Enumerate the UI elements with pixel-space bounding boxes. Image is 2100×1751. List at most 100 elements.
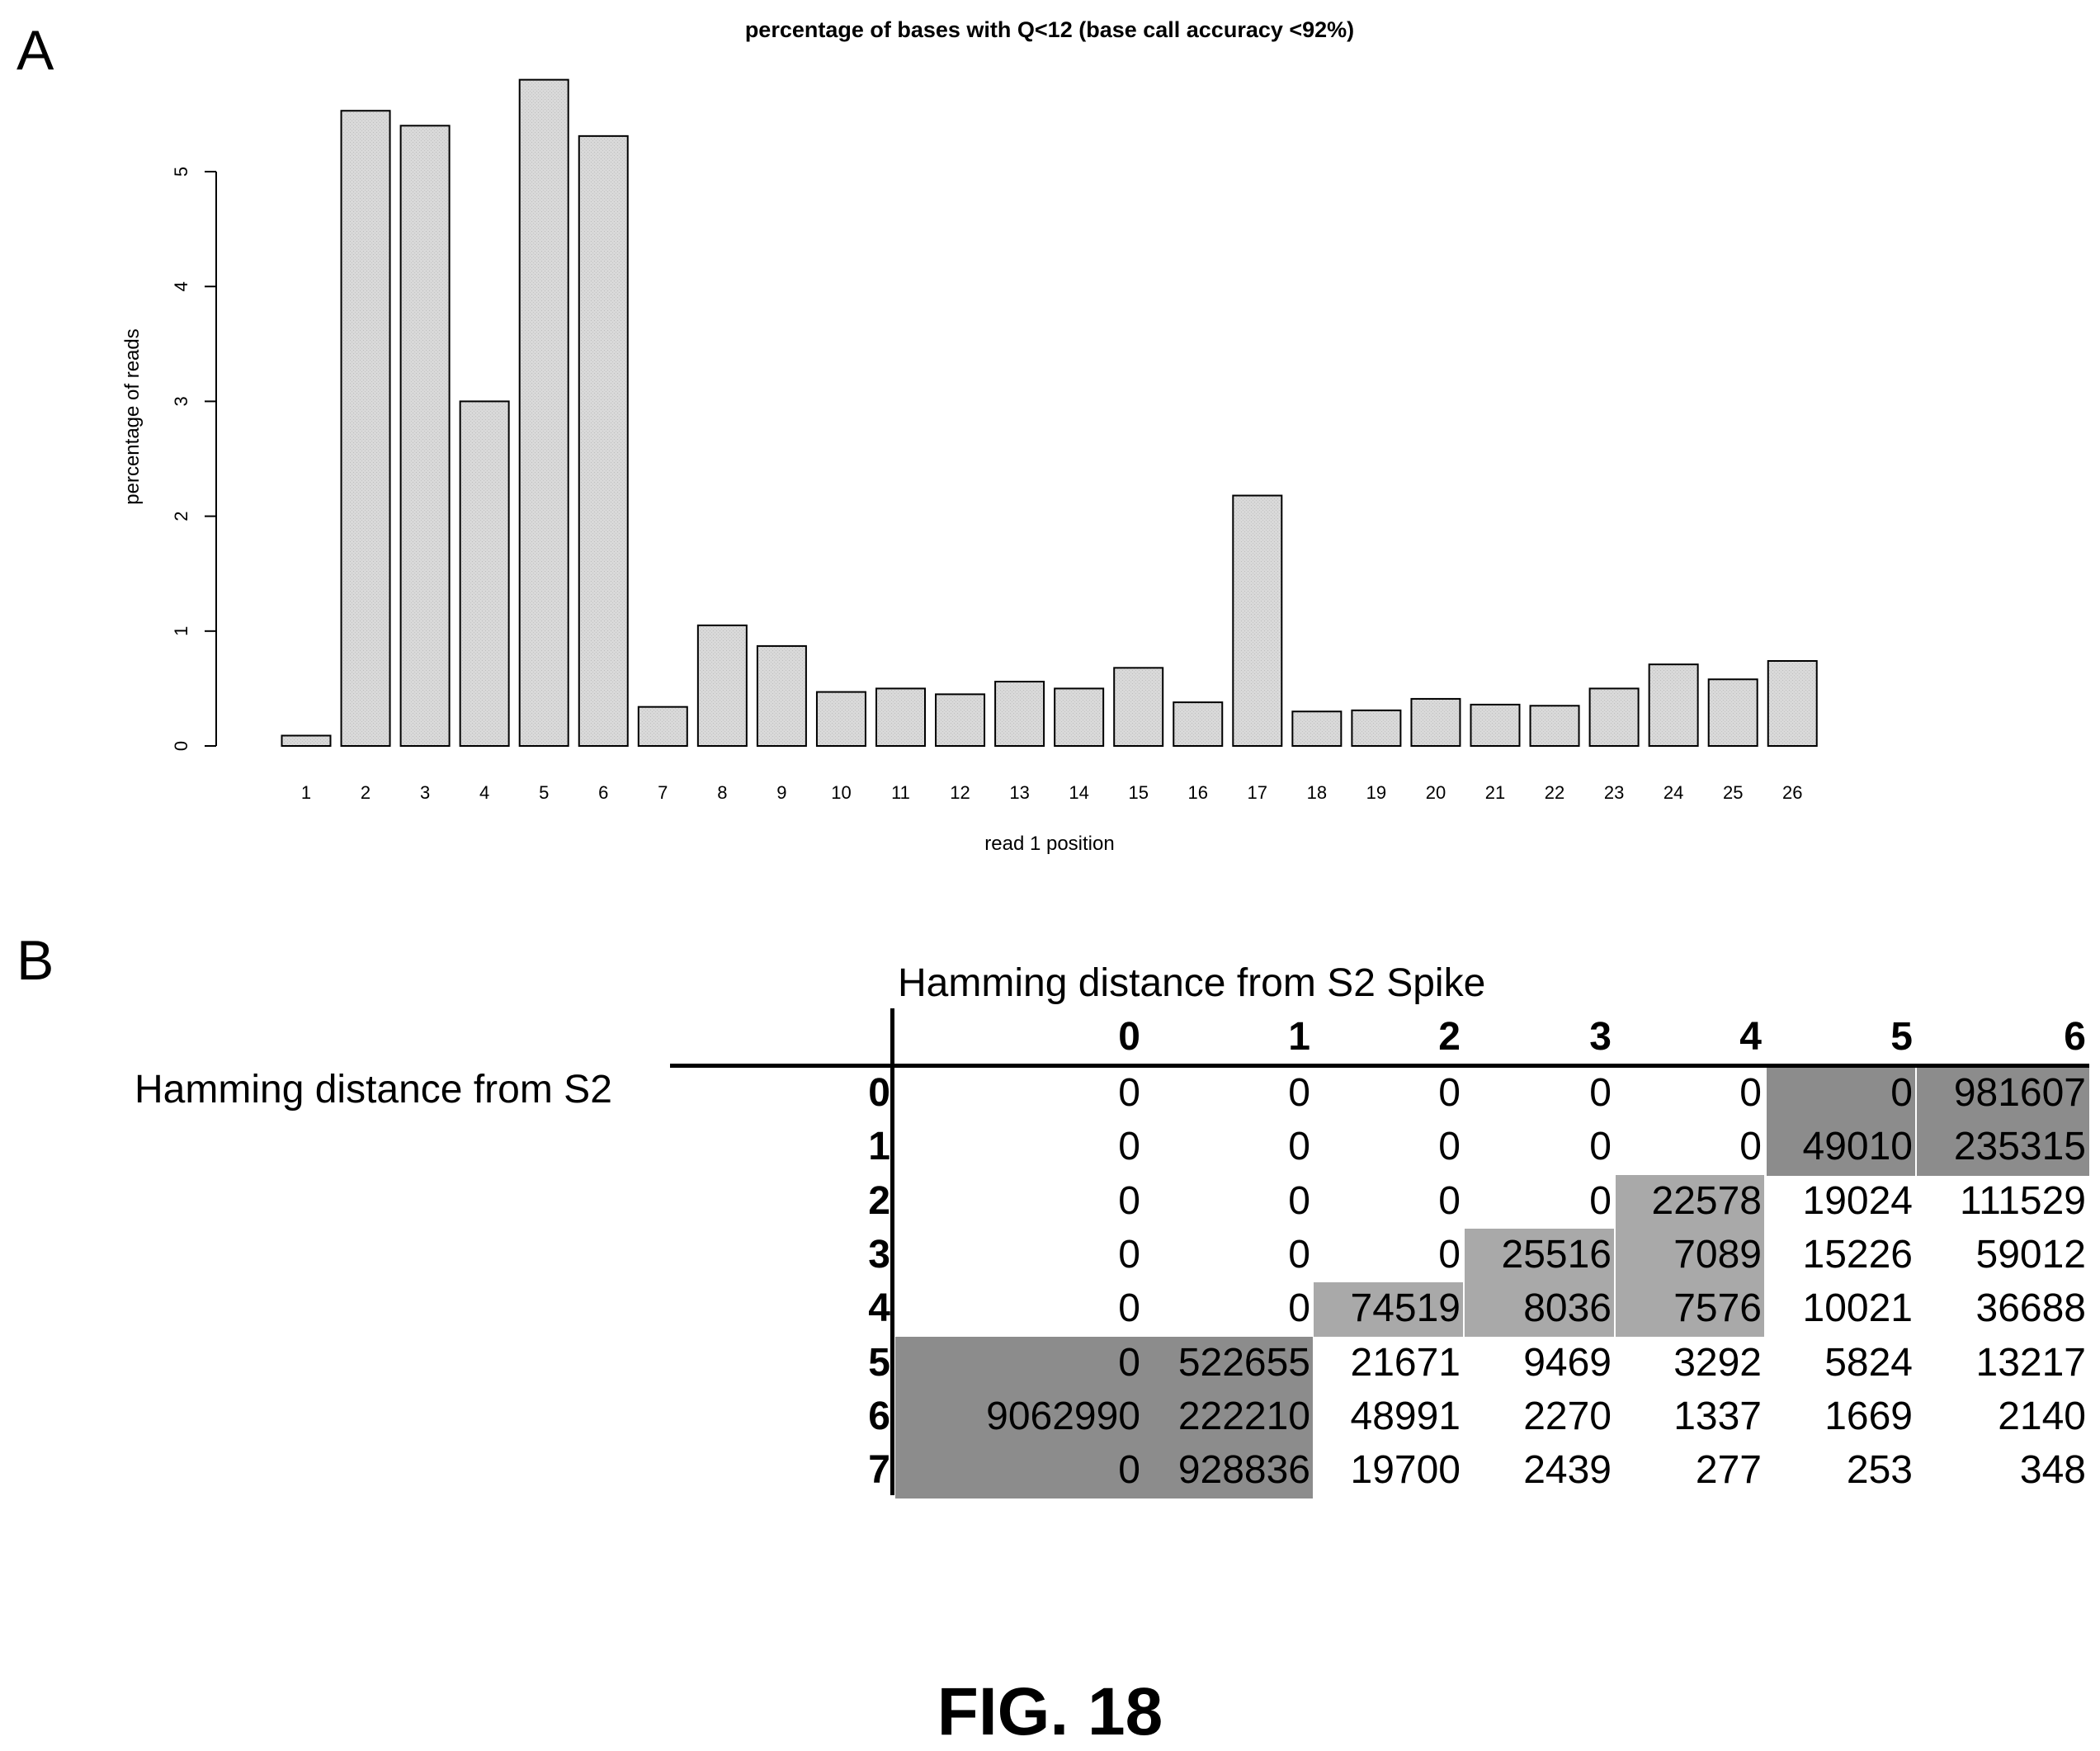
x-tick-label: 12 bbox=[950, 782, 970, 803]
table-cell: 0 bbox=[1118, 1340, 1140, 1385]
table-cell: 0 bbox=[1118, 1232, 1140, 1277]
bar-position-16 bbox=[1173, 701, 1224, 748]
shaded-cell bbox=[1616, 1228, 1764, 1284]
shaded-cell bbox=[895, 1336, 1143, 1391]
table-cell: 0 bbox=[1438, 1178, 1461, 1223]
x-tick-label: 25 bbox=[1723, 782, 1743, 803]
bar-position-26 bbox=[1767, 659, 1818, 748]
column-header: 5 bbox=[1890, 1015, 1913, 1059]
table-cell: 7089 bbox=[1673, 1232, 1762, 1277]
x-tick-label: 20 bbox=[1426, 782, 1446, 803]
table-cell: 0 bbox=[1589, 1071, 1612, 1115]
y-tick-label: 1 bbox=[171, 626, 191, 636]
table-cell: 59012 bbox=[1975, 1232, 2086, 1277]
bar-position-25 bbox=[1707, 678, 1758, 747]
bar-position-4 bbox=[459, 400, 510, 747]
table-cell: 1337 bbox=[1673, 1394, 1762, 1438]
shaded-cell bbox=[1314, 1282, 1463, 1338]
x-tick-label: 7 bbox=[658, 782, 668, 803]
table-cell: 928836 bbox=[1177, 1448, 1310, 1493]
row-header: 7 bbox=[868, 1448, 890, 1493]
x-tick-label: 26 bbox=[1782, 782, 1802, 803]
panel-a-label: A bbox=[17, 19, 54, 82]
bar-position-18 bbox=[1291, 710, 1343, 747]
table-cell: 0 bbox=[1288, 1232, 1310, 1277]
x-tick-label: 22 bbox=[1545, 782, 1564, 803]
table-cell: 10021 bbox=[1802, 1286, 1913, 1331]
x-tick-label: 8 bbox=[717, 782, 727, 803]
x-tick-label: 14 bbox=[1069, 782, 1088, 803]
shaded-cell bbox=[1143, 1336, 1313, 1391]
table-cell: 13217 bbox=[1975, 1340, 2086, 1385]
bar-position-8 bbox=[696, 624, 748, 748]
column-header: 2 bbox=[1438, 1015, 1461, 1059]
table-cell: 15226 bbox=[1802, 1232, 1913, 1277]
x-tick-label: 15 bbox=[1128, 782, 1148, 803]
y-axis-title: percentage of reads bbox=[121, 328, 144, 504]
bar-position-11 bbox=[875, 687, 926, 748]
table-cell: 49010 bbox=[1802, 1125, 1913, 1169]
x-tick-labels: 1 2 3 4 5 6 7 8 9 10 11 12 13 14 15 16 17 18 19 20 21 22 23 24 2… bbox=[301, 782, 1803, 803]
table-cell: 0 bbox=[1118, 1125, 1140, 1169]
bar-position-6 bbox=[578, 135, 629, 747]
chart-title: percentage of bases with Q<12 (base call… bbox=[745, 17, 1354, 42]
bar-position-20 bbox=[1410, 697, 1461, 747]
table-cell: 277 bbox=[1695, 1448, 1762, 1493]
row-header: 2 bbox=[868, 1178, 890, 1223]
table-cell: 25516 bbox=[1501, 1232, 1612, 1277]
x-tick-label: 6 bbox=[598, 782, 608, 803]
hamming-distance-table: Hamming distance from S2 Spike Hamming d… bbox=[134, 964, 2089, 1499]
row-header: 4 bbox=[868, 1286, 890, 1331]
row-header: 0 bbox=[868, 1071, 890, 1115]
bar-position-15 bbox=[1113, 667, 1164, 747]
x-tick-label: 3 bbox=[420, 782, 430, 803]
table-cell: 9469 bbox=[1523, 1340, 1612, 1385]
x-tick-label: 19 bbox=[1366, 782, 1386, 803]
y-tick-label: 0 bbox=[171, 741, 191, 751]
bar-chart: percentage of bases with Q<12 (base call… bbox=[121, 17, 1818, 855]
shaded-cell bbox=[1465, 1228, 1614, 1284]
bar-position-3 bbox=[399, 125, 451, 747]
table-cell: 3292 bbox=[1673, 1340, 1762, 1385]
column-header: 1 bbox=[1288, 1015, 1310, 1059]
row-header: 6 bbox=[868, 1394, 890, 1438]
table-cell: 0 bbox=[1589, 1125, 1612, 1169]
x-tick-label: 5 bbox=[539, 782, 549, 803]
table-cell: 36688 bbox=[1975, 1286, 2086, 1331]
bar-position-7 bbox=[637, 706, 688, 747]
row-header: 3 bbox=[868, 1232, 890, 1277]
x-tick-label: 9 bbox=[776, 782, 786, 803]
table-cell: 0 bbox=[1118, 1286, 1140, 1331]
table-cell: 1669 bbox=[1824, 1394, 1913, 1438]
bar-position-10 bbox=[815, 691, 866, 747]
table-cell: 2439 bbox=[1523, 1448, 1612, 1493]
bar-position-5 bbox=[518, 78, 569, 747]
bar-position-14 bbox=[1054, 687, 1105, 748]
figure-label: FIG. 18 bbox=[937, 1674, 1163, 1749]
shaded-cell bbox=[1767, 1067, 1915, 1122]
x-tick-label: 18 bbox=[1307, 782, 1327, 803]
column-header: 0 bbox=[1118, 1015, 1140, 1059]
shaded-cell bbox=[1767, 1121, 1915, 1176]
shaded-cell bbox=[1616, 1174, 1764, 1229]
column-header: 3 bbox=[1589, 1015, 1612, 1059]
table-cell: 0 bbox=[1118, 1448, 1140, 1493]
y-tick-label: 3 bbox=[171, 396, 191, 406]
table-cell: 0 bbox=[1438, 1232, 1461, 1277]
bar-position-17 bbox=[1232, 494, 1283, 747]
table-cell: 0 bbox=[1288, 1071, 1310, 1115]
x-tick-label: 16 bbox=[1188, 782, 1208, 803]
table-cell: 19024 bbox=[1802, 1178, 1913, 1223]
y-tick-label: 5 bbox=[171, 167, 191, 177]
bar-position-12 bbox=[935, 693, 986, 747]
x-axis-title: read 1 position bbox=[984, 833, 1114, 855]
bar-position-9 bbox=[756, 644, 807, 747]
column-header: 6 bbox=[2064, 1015, 2086, 1059]
table-cell: 0 bbox=[1589, 1178, 1612, 1223]
shaded-cell bbox=[895, 1390, 1143, 1446]
x-tick-label: 17 bbox=[1248, 782, 1267, 803]
table-cell: 74519 bbox=[1350, 1286, 1461, 1331]
shaded-cell bbox=[1465, 1282, 1614, 1338]
row-header: 1 bbox=[868, 1125, 890, 1169]
header-rule bbox=[670, 1064, 2089, 1068]
